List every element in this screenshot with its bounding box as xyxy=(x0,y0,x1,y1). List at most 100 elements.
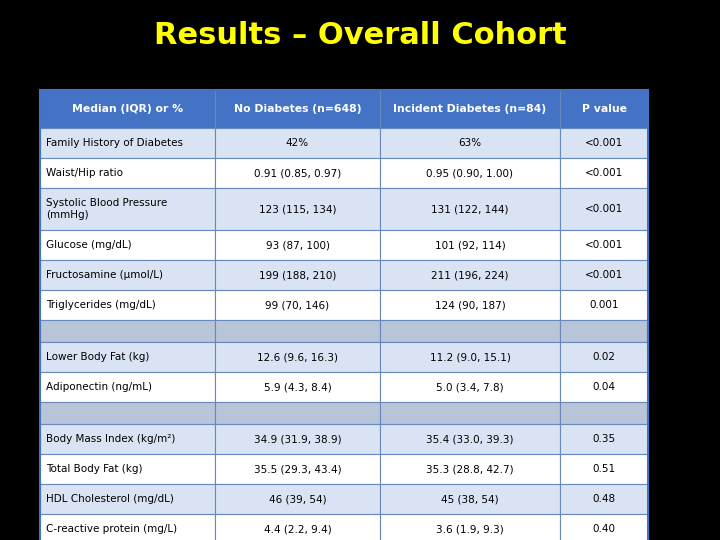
Bar xyxy=(560,158,648,188)
Bar xyxy=(215,424,380,454)
Text: 211 (196, 224): 211 (196, 224) xyxy=(431,270,509,280)
Bar xyxy=(380,158,560,188)
Text: 12.6 (9.6, 16.3): 12.6 (9.6, 16.3) xyxy=(257,352,338,362)
Text: <0.001: <0.001 xyxy=(585,168,623,178)
Text: 5.0 (3.4, 7.8): 5.0 (3.4, 7.8) xyxy=(436,382,504,392)
Bar xyxy=(215,128,380,158)
Text: 0.001: 0.001 xyxy=(589,300,618,310)
Text: 123 (115, 134): 123 (115, 134) xyxy=(258,204,336,214)
Bar xyxy=(560,128,648,158)
Text: Family History of Diabetes: Family History of Diabetes xyxy=(46,138,183,148)
Text: 5.9 (4.3, 8.4): 5.9 (4.3, 8.4) xyxy=(264,382,331,392)
Bar xyxy=(380,342,560,372)
Bar xyxy=(380,320,560,342)
Text: Lower Body Fat (kg): Lower Body Fat (kg) xyxy=(46,352,149,362)
Text: 34.9 (31.9, 38.9): 34.9 (31.9, 38.9) xyxy=(253,434,341,444)
Text: 0.02: 0.02 xyxy=(593,352,616,362)
Text: Adiponectin (ng/mL): Adiponectin (ng/mL) xyxy=(46,382,152,392)
Text: <0.001: <0.001 xyxy=(585,240,623,250)
Bar xyxy=(380,514,560,540)
Bar xyxy=(40,90,648,540)
Bar xyxy=(560,424,648,454)
Bar xyxy=(40,342,215,372)
Text: HDL Cholesterol (mg/dL): HDL Cholesterol (mg/dL) xyxy=(46,494,174,504)
Text: Triglycerides (mg/dL): Triglycerides (mg/dL) xyxy=(46,300,156,310)
Bar xyxy=(560,514,648,540)
Bar xyxy=(560,320,648,342)
Bar xyxy=(560,188,648,230)
Bar xyxy=(215,402,380,424)
Bar xyxy=(560,484,648,514)
Text: <0.001: <0.001 xyxy=(585,270,623,280)
Bar xyxy=(380,372,560,402)
Bar xyxy=(40,230,215,260)
Bar xyxy=(215,454,380,484)
Bar xyxy=(380,260,560,290)
Bar xyxy=(560,372,648,402)
Bar xyxy=(40,90,215,128)
Bar xyxy=(380,424,560,454)
Text: 0.48: 0.48 xyxy=(593,494,616,504)
Bar xyxy=(380,128,560,158)
Bar xyxy=(40,320,215,342)
Bar xyxy=(560,454,648,484)
Text: 0.40: 0.40 xyxy=(593,524,616,534)
Bar xyxy=(40,158,215,188)
Bar xyxy=(40,424,215,454)
Text: P value: P value xyxy=(582,104,626,114)
Text: 0.04: 0.04 xyxy=(593,382,616,392)
Bar xyxy=(215,290,380,320)
Text: 99 (70, 146): 99 (70, 146) xyxy=(266,300,330,310)
Bar xyxy=(380,402,560,424)
Bar xyxy=(560,402,648,424)
Bar xyxy=(560,260,648,290)
Bar xyxy=(40,484,215,514)
Text: 35.4 (33.0, 39.3): 35.4 (33.0, 39.3) xyxy=(426,434,514,444)
Text: Glucose (mg/dL): Glucose (mg/dL) xyxy=(46,240,132,250)
Text: 101 (92, 114): 101 (92, 114) xyxy=(435,240,505,250)
Bar xyxy=(215,372,380,402)
Text: <0.001: <0.001 xyxy=(585,204,623,214)
Bar xyxy=(40,514,215,540)
Bar xyxy=(40,290,215,320)
Text: 46 (39, 54): 46 (39, 54) xyxy=(269,494,326,504)
Bar xyxy=(40,372,215,402)
Text: 131 (122, 144): 131 (122, 144) xyxy=(431,204,509,214)
Text: No Diabetes (n=648): No Diabetes (n=648) xyxy=(234,104,361,114)
Bar xyxy=(215,230,380,260)
Text: C-reactive protein (mg/L): C-reactive protein (mg/L) xyxy=(46,524,177,534)
Bar xyxy=(380,230,560,260)
Bar xyxy=(40,402,215,424)
Text: 124 (90, 187): 124 (90, 187) xyxy=(435,300,505,310)
Bar xyxy=(215,90,380,128)
Text: 35.3 (28.8, 42.7): 35.3 (28.8, 42.7) xyxy=(426,464,514,474)
Bar xyxy=(560,90,648,128)
Text: Incident Diabetes (n=84): Incident Diabetes (n=84) xyxy=(393,104,546,114)
Text: 11.2 (9.0, 15.1): 11.2 (9.0, 15.1) xyxy=(430,352,510,362)
Bar xyxy=(40,188,215,230)
Bar xyxy=(380,290,560,320)
Bar xyxy=(40,260,215,290)
Bar xyxy=(215,260,380,290)
Text: 4.4 (2.2, 9.4): 4.4 (2.2, 9.4) xyxy=(264,524,331,534)
Bar xyxy=(215,514,380,540)
Bar xyxy=(560,342,648,372)
Bar xyxy=(215,484,380,514)
Text: Total Body Fat (kg): Total Body Fat (kg) xyxy=(46,464,143,474)
Bar xyxy=(40,454,215,484)
Text: Systolic Blood Pressure
(mmHg): Systolic Blood Pressure (mmHg) xyxy=(46,198,167,220)
Bar xyxy=(380,484,560,514)
Text: 0.51: 0.51 xyxy=(593,464,616,474)
Text: 0.91 (0.85, 0.97): 0.91 (0.85, 0.97) xyxy=(254,168,341,178)
Text: 199 (188, 210): 199 (188, 210) xyxy=(258,270,336,280)
Bar xyxy=(40,128,215,158)
Text: 42%: 42% xyxy=(286,138,309,148)
Text: 63%: 63% xyxy=(459,138,482,148)
Text: Results – Overall Cohort: Results – Overall Cohort xyxy=(153,21,567,50)
Text: 93 (87, 100): 93 (87, 100) xyxy=(266,240,330,250)
Bar xyxy=(215,158,380,188)
Text: Body Mass Index (kg/m²): Body Mass Index (kg/m²) xyxy=(46,434,176,444)
Bar xyxy=(380,90,560,128)
Bar xyxy=(380,188,560,230)
Bar xyxy=(380,454,560,484)
